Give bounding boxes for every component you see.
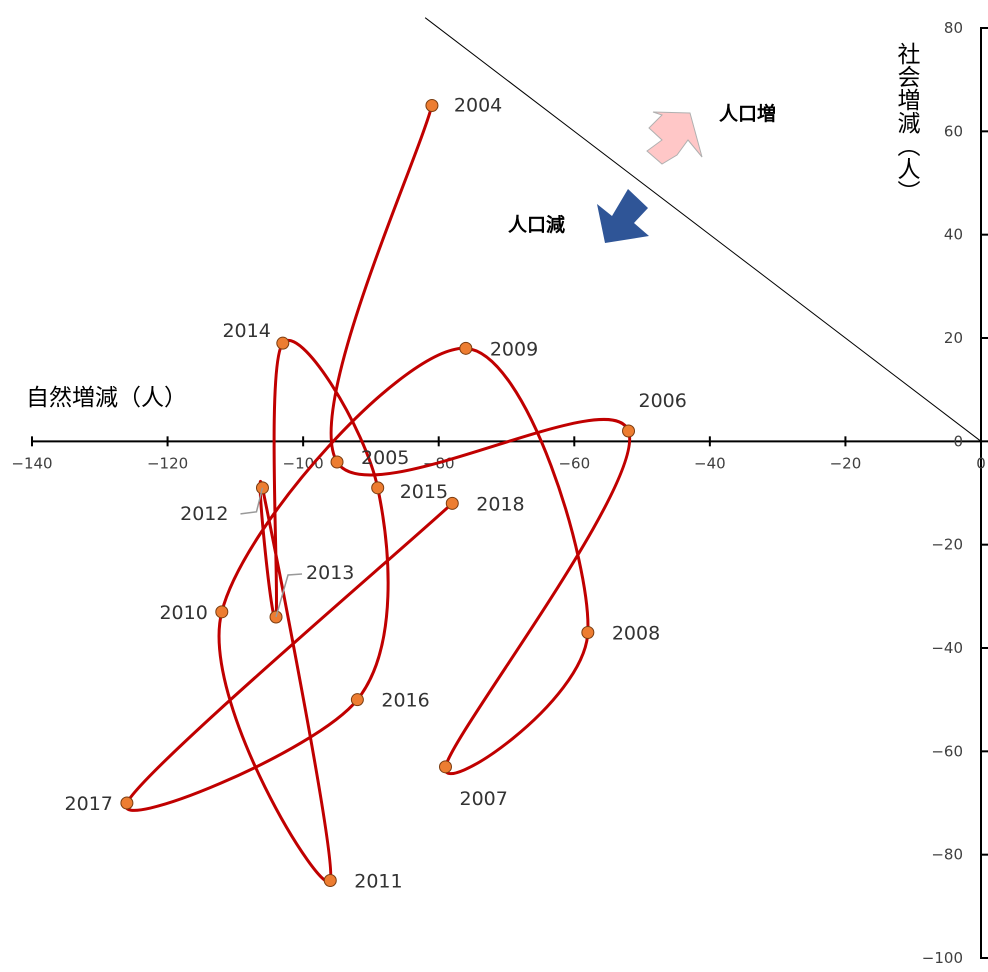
y-tick-label: 20 — [944, 329, 963, 347]
y-axis-title: 社会増減（人） — [893, 42, 921, 203]
x-tick-label: 0 — [976, 454, 986, 472]
y-tick-label: −40 — [931, 639, 963, 657]
data-point-marker — [622, 424, 636, 438]
y-tick-label: 80 — [944, 19, 963, 37]
y-tick-label: 60 — [944, 122, 963, 140]
data-point-marker — [581, 626, 595, 639]
y-tick-label: −60 — [931, 742, 963, 760]
data-point-label: 2017 — [65, 793, 113, 815]
x-tick-label: −20 — [830, 454, 862, 472]
data-point-label: 2018 — [476, 493, 524, 515]
label-leader-line — [240, 487, 264, 515]
data-point-marker — [438, 760, 452, 774]
x-tick-label: −40 — [694, 454, 726, 472]
x-axis-title: 自然増減（人） — [26, 385, 187, 411]
data-point-marker — [330, 455, 344, 469]
reference-line-group — [424, 17, 982, 442]
y-tick-label: −20 — [931, 536, 963, 554]
data-point-marker — [215, 605, 229, 619]
data-point-marker — [323, 874, 337, 887]
y-tick-label: −100 — [922, 949, 963, 967]
data-point-marker — [120, 796, 134, 810]
data-point-label: 2009 — [490, 338, 538, 360]
series-group — [120, 99, 636, 887]
x-tick-label: −140 — [11, 454, 52, 472]
data-point-label: 2012 — [180, 503, 228, 525]
data-point-label: 2008 — [612, 623, 660, 645]
data-point-label: 2016 — [381, 690, 429, 712]
y-tick-label: 40 — [944, 226, 963, 244]
data-point-label: 2013 — [306, 562, 354, 584]
data-point-marker — [425, 99, 439, 112]
data-point-label: 2011 — [354, 871, 402, 893]
y-axis-title-text: 社会増減（人） — [893, 42, 921, 203]
series-curve — [124, 105, 632, 884]
data-point-label: 2015 — [400, 481, 448, 503]
zero-change-line — [424, 17, 982, 442]
data-point-marker — [350, 693, 364, 707]
population-decrease-arrow — [597, 189, 649, 243]
data-point-label: 2004 — [454, 95, 502, 117]
tick-labels-group: −140 −120 −100 −80 −60 −40 −20 0−100−80−60−40−2… — [11, 19, 985, 967]
y-tick-label: 0 — [953, 432, 963, 450]
data-point-label: 2005 — [361, 447, 409, 469]
data-point-marker — [445, 496, 459, 510]
label-leader-line — [275, 573, 303, 618]
data-point-marker — [276, 336, 290, 350]
data-point-label: 2007 — [459, 788, 507, 810]
population-increase-arrow — [646, 111, 703, 165]
population-increase-label: 人口増 — [719, 102, 776, 125]
point-labels-group: 2004 2005 2006 2007 2008 2009 2010 2011 2012 2013… — [65, 95, 687, 893]
data-point-marker — [371, 481, 385, 495]
data-point-label: 2006 — [639, 390, 687, 412]
x-tick-label: −120 — [147, 454, 188, 472]
x-tick-label: −100 — [283, 454, 324, 472]
data-point-label: 2010 — [159, 602, 207, 624]
population-decrease-label: 人口減 — [508, 213, 565, 236]
data-point-marker — [459, 341, 473, 355]
y-tick-label: −80 — [931, 846, 963, 864]
data-point-label: 2014 — [222, 320, 270, 342]
x-tick-label: −60 — [558, 454, 590, 472]
